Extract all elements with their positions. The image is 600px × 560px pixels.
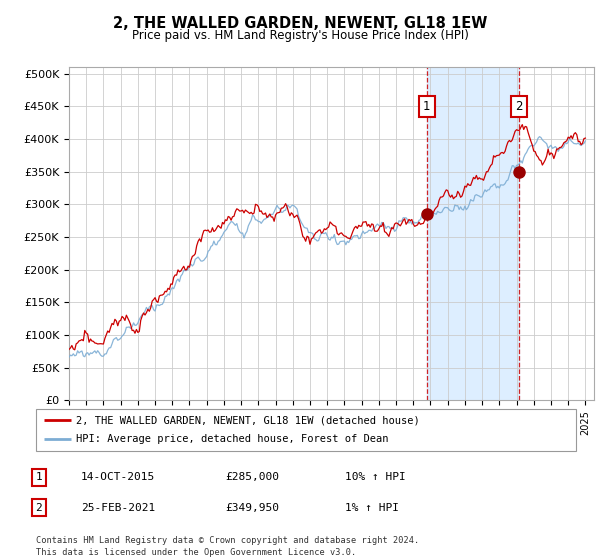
Text: 10% ↑ HPI: 10% ↑ HPI [345, 472, 406, 482]
Text: 14-OCT-2015: 14-OCT-2015 [81, 472, 155, 482]
Text: 2, THE WALLED GARDEN, NEWENT, GL18 1EW: 2, THE WALLED GARDEN, NEWENT, GL18 1EW [113, 16, 487, 31]
Text: HPI: Average price, detached house, Forest of Dean: HPI: Average price, detached house, Fore… [77, 435, 389, 445]
Text: Price paid vs. HM Land Registry's House Price Index (HPI): Price paid vs. HM Land Registry's House … [131, 29, 469, 42]
Text: 1% ↑ HPI: 1% ↑ HPI [345, 503, 399, 513]
Text: 2: 2 [515, 100, 523, 113]
Text: Contains HM Land Registry data © Crown copyright and database right 2024.
This d: Contains HM Land Registry data © Crown c… [36, 536, 419, 557]
Text: 2, THE WALLED GARDEN, NEWENT, GL18 1EW (detached house): 2, THE WALLED GARDEN, NEWENT, GL18 1EW (… [77, 415, 420, 425]
Text: £349,950: £349,950 [225, 503, 279, 513]
Text: 2: 2 [35, 503, 43, 513]
Text: 1: 1 [35, 472, 43, 482]
Text: 25-FEB-2021: 25-FEB-2021 [81, 503, 155, 513]
FancyBboxPatch shape [36, 409, 576, 451]
Text: £285,000: £285,000 [225, 472, 279, 482]
Text: 1: 1 [423, 100, 431, 113]
Bar [427, 67, 519, 400]
